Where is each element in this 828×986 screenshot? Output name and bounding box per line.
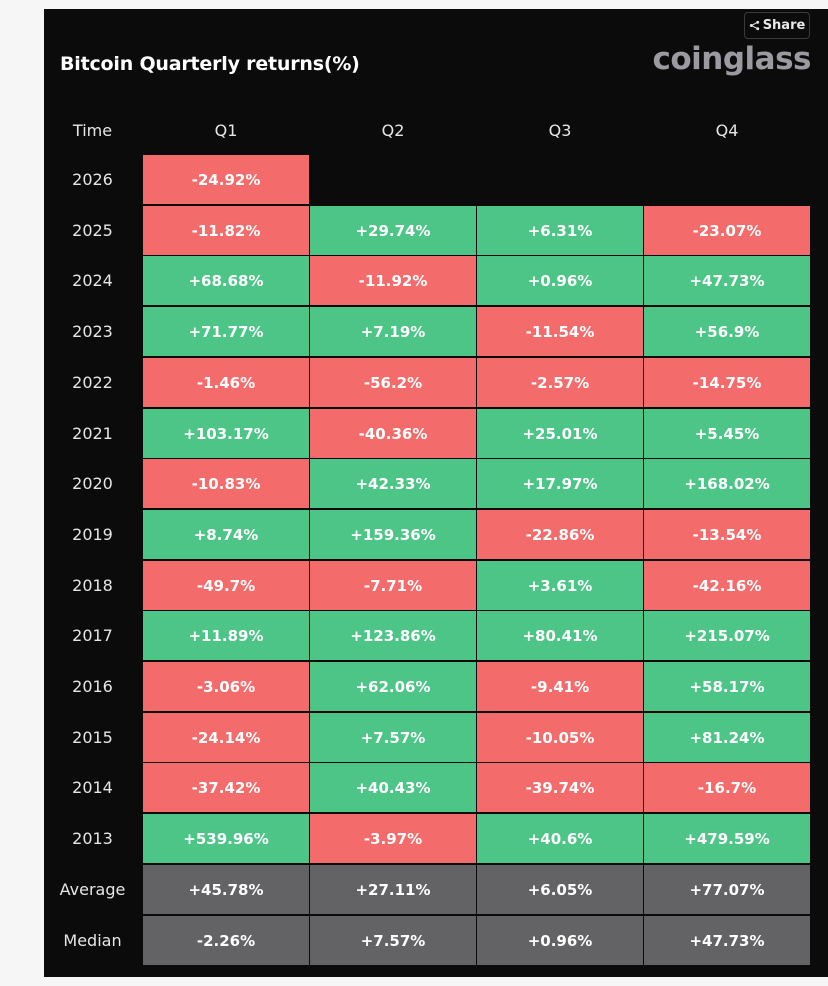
- year-label: 2018: [72, 576, 113, 595]
- year-label: 2015: [72, 728, 113, 747]
- summary-cell: +45.78%: [143, 865, 309, 914]
- summary-cell: +47.73%: [644, 916, 810, 965]
- return-cell: -14.75%: [644, 358, 810, 407]
- year-label: 2021: [72, 424, 113, 443]
- year-label: 2024: [72, 271, 113, 290]
- coinglass-logo: coinglass: [652, 41, 811, 77]
- return-cell: +159.36%: [310, 510, 476, 559]
- return-cell: +8.74%: [143, 510, 309, 559]
- summary-cell: +6.05%: [477, 865, 643, 914]
- return-cell: +123.86%: [310, 611, 476, 660]
- chart-title: Bitcoin Quarterly returns(%): [60, 53, 360, 75]
- return-cell: -23.07%: [644, 206, 810, 255]
- return-cell: +40.6%: [477, 814, 643, 863]
- return-cell: -40.36%: [310, 409, 476, 458]
- return-cell: +479.59%: [644, 814, 810, 863]
- return-cell: -24.92%: [143, 155, 309, 204]
- return-cell: -9.41%: [477, 662, 643, 711]
- returns-card: Share Bitcoin Quarterly returns(%) coing…: [44, 9, 828, 977]
- return-cell: -13.54%: [644, 510, 810, 559]
- return-cell: +3.61%: [477, 561, 643, 610]
- year-label: 2022: [72, 373, 113, 392]
- share-label: Share: [762, 18, 806, 33]
- header-q1: Q1: [214, 120, 238, 140]
- return-cell: -3.06%: [143, 662, 309, 711]
- return-cell: -10.05%: [477, 713, 643, 762]
- return-cell: -7.71%: [310, 561, 476, 610]
- return-cell: -10.83%: [143, 459, 309, 508]
- year-label: 2016: [72, 677, 113, 696]
- return-cell: +47.73%: [644, 256, 810, 305]
- return-cell: -11.82%: [143, 206, 309, 255]
- return-cell: -11.92%: [310, 256, 476, 305]
- year-label: 2013: [72, 829, 113, 848]
- summary-label: Average: [59, 880, 126, 899]
- return-cell: +7.57%: [310, 713, 476, 762]
- return-cell: +68.68%: [143, 256, 309, 305]
- return-cell: +81.24%: [644, 713, 810, 762]
- return-cell: -56.2%: [310, 358, 476, 407]
- return-cell: -39.74%: [477, 763, 643, 812]
- year-label: 2019: [72, 525, 113, 544]
- header-time: Time: [72, 120, 113, 140]
- year-label: 2014: [72, 778, 113, 797]
- return-cell: -22.86%: [477, 510, 643, 559]
- return-cell: -3.97%: [310, 814, 476, 863]
- header-q4: Q4: [715, 120, 739, 140]
- return-cell: +168.02%: [644, 459, 810, 508]
- return-cell: +17.97%: [477, 459, 643, 508]
- share-button[interactable]: Share: [744, 12, 810, 39]
- return-cell: +215.07%: [644, 611, 810, 660]
- summary-cell: +0.96%: [477, 916, 643, 965]
- return-cell: -1.46%: [143, 358, 309, 407]
- return-cell: +25.01%: [477, 409, 643, 458]
- header-q3: Q3: [548, 120, 572, 140]
- header-q2: Q2: [381, 120, 405, 140]
- return-cell: +539.96%: [143, 814, 309, 863]
- return-cell: +56.9%: [644, 307, 810, 356]
- year-label: 2023: [72, 322, 113, 341]
- return-cell: +5.45%: [644, 409, 810, 458]
- summary-cell: -2.26%: [143, 916, 309, 965]
- return-cell: +71.77%: [143, 307, 309, 356]
- return-cell: +11.89%: [143, 611, 309, 660]
- return-cell: +7.19%: [310, 307, 476, 356]
- return-cell: +40.43%: [310, 763, 476, 812]
- summary-label: Median: [63, 931, 122, 950]
- return-cell: -49.7%: [143, 561, 309, 610]
- return-cell: -42.16%: [644, 561, 810, 610]
- return-cell: -11.54%: [477, 307, 643, 356]
- return-cell: -2.57%: [477, 358, 643, 407]
- year-label: 2026: [72, 170, 113, 189]
- summary-cell: +77.07%: [644, 865, 810, 914]
- return-cell: +6.31%: [477, 206, 643, 255]
- share-icon: [749, 20, 759, 31]
- summary-cell: +27.11%: [310, 865, 476, 914]
- return-cell: +62.06%: [310, 662, 476, 711]
- year-label: 2020: [72, 474, 113, 493]
- return-cell: +42.33%: [310, 459, 476, 508]
- return-cell: +58.17%: [644, 662, 810, 711]
- return-cell: +0.96%: [477, 256, 643, 305]
- year-label: 2017: [72, 626, 113, 645]
- return-cell: -16.7%: [644, 763, 810, 812]
- returns-table: Time Q1 Q2 Q3 Q4 2026 -24.92% 2025 -11.82% +29.74…: [44, 9, 828, 977]
- summary-cell: +7.57%: [310, 916, 476, 965]
- year-label: 2025: [72, 221, 113, 240]
- return-cell: -37.42%: [143, 763, 309, 812]
- return-cell: -24.14%: [143, 713, 309, 762]
- return-cell: +103.17%: [143, 409, 309, 458]
- return-cell: +80.41%: [477, 611, 643, 660]
- return-cell: +29.74%: [310, 206, 476, 255]
